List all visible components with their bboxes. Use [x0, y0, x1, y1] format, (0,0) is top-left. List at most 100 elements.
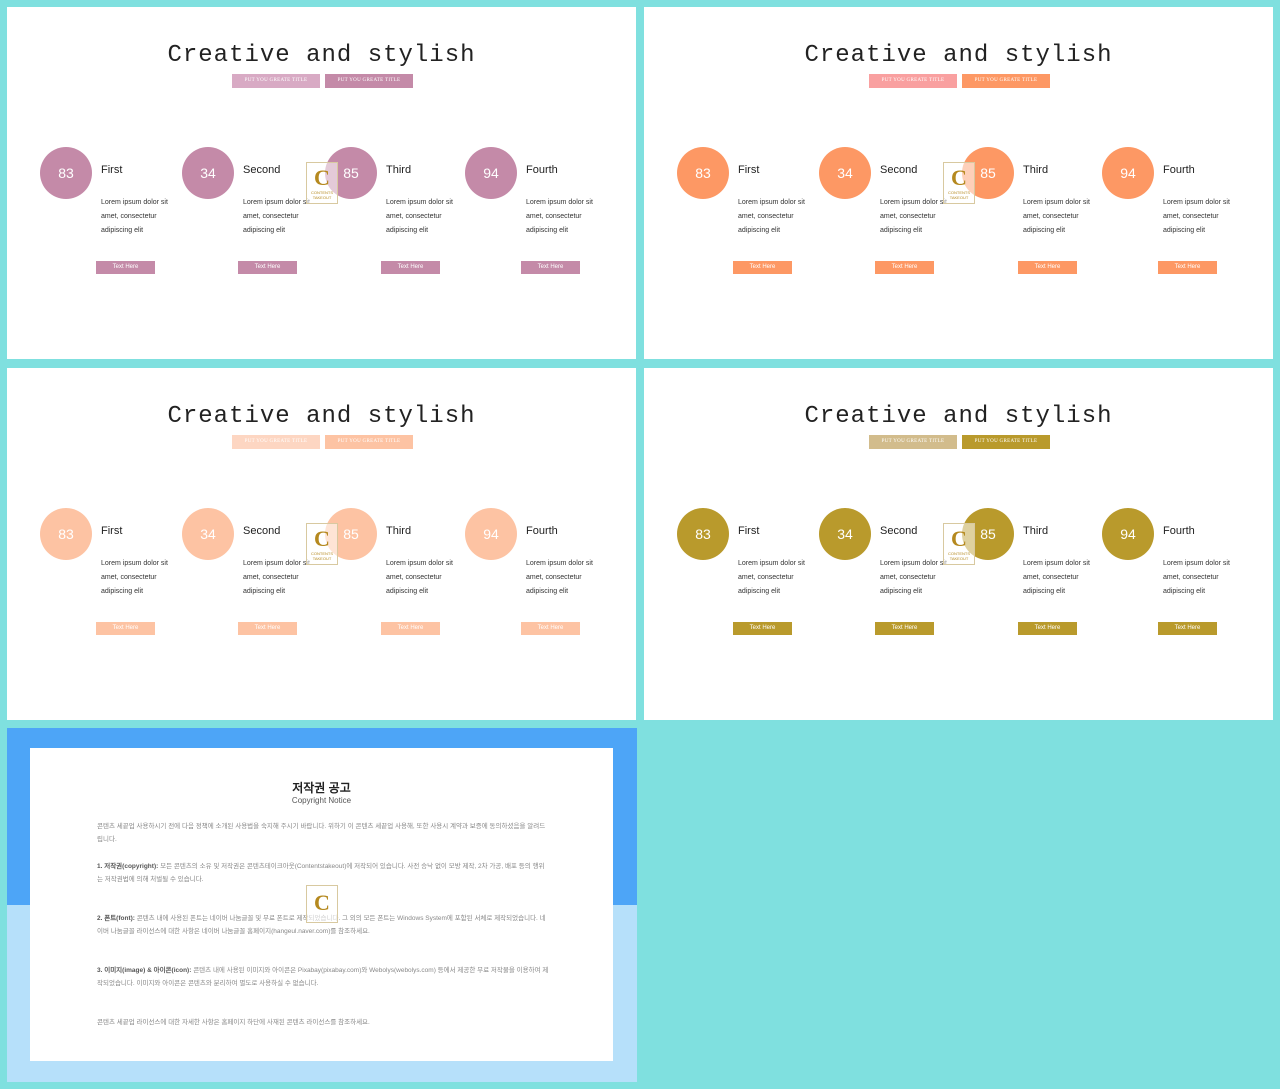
stat-description: Lorem ipsum dolor sit amet, consectetur …	[386, 199, 453, 234]
stat-label: Fourth	[1163, 164, 1195, 176]
notice-paragraph: 콘텐츠 세끝업 라이선스에 대한 자세한 사항은 홈페이지 하단에 사재된 콘텐…	[97, 1016, 549, 1029]
stat-item: 94 Fourth Lorem ipsum dolor sit amet, co…	[1102, 147, 1252, 297]
stat-item: 85 Third Lorem ipsum dolor sit amet, con…	[325, 508, 475, 658]
stat-label: Second	[880, 164, 918, 176]
text-here-button[interactable]: Text Here	[1018, 622, 1077, 635]
logo-watermark: C CONTENTS TAKEOUT	[943, 162, 975, 204]
title-tag: PUT YOU GREATE TITLE	[962, 435, 1050, 449]
slide: Creative and stylish PUT YOU GREATE TITLE…	[7, 7, 636, 359]
logo-watermark: C CONTENTS TAKEOUT	[306, 162, 338, 204]
notice-paragraph: 2. 폰트(font): 콘텐츠 내에 사용된 폰트는 네이버 나눔글꼴 및 무…	[97, 912, 549, 938]
notice-paragraph: 3. 이미지(image) & 아이콘(icon): 콘텐츠 내에 사용된 이미…	[97, 964, 549, 990]
stat-label: First	[738, 164, 760, 176]
stat-label: Second	[243, 525, 281, 537]
notice-paragraph-text: 모든 콘텐츠의 소유 및 저작권은 콘텐츠테이크아웃(Contentstakeo…	[97, 863, 545, 883]
stat-item: 85 Third Lorem ipsum dolor sit amet, con…	[325, 147, 475, 297]
copyright-notice-slide: 저작권 공고 Copyright Notice 콘텐츠 세끝업 사용하시기 전에…	[7, 728, 637, 1082]
stat-description: Lorem ipsum dolor sit amet, consectetur …	[386, 560, 453, 595]
text-here-button[interactable]: Text Here	[96, 261, 155, 274]
stat-label: Second	[880, 525, 918, 537]
stat-item: 94 Fourth Lorem ipsum dolor sit amet, co…	[465, 508, 615, 658]
text-here-button[interactable]: Text Here	[521, 622, 580, 635]
stat-label: Third	[386, 164, 412, 176]
stat-item: 34 Second Lorem ipsum dolor sit amet, co…	[182, 508, 332, 658]
stat-description: Lorem ipsum dolor sit amet, consectetur …	[243, 199, 310, 234]
notice-paragraph-text: 콘텐츠 내에 사용된 폰트는 네이버 나눔글꼴 및 무료 폰트로 제작되었습니다…	[97, 915, 546, 935]
stat-label: Third	[1023, 525, 1049, 537]
stat-description: Lorem ipsum dolor sit amet, consectetur …	[880, 199, 947, 234]
notice-subtitle: Copyright Notice	[291, 796, 352, 805]
text-here-button[interactable]: Text Here	[96, 622, 155, 635]
title-tag: PUT YOU GREATE TITLE	[869, 435, 957, 449]
stat-item: 85 Third Lorem ipsum dolor sit amet, con…	[962, 508, 1112, 658]
stat-description: Lorem ipsum dolor sit amet, consectetur …	[1163, 199, 1230, 234]
stat-description: Lorem ipsum dolor sit amet, consectetur …	[243, 560, 310, 595]
logo-text: CONTENTS TAKEOUT	[948, 551, 970, 561]
stat-description: Lorem ipsum dolor sit amet, consectetur …	[526, 560, 593, 595]
text-here-button[interactable]: Text Here	[1158, 622, 1217, 635]
stat-label: Second	[243, 164, 281, 176]
logo-letter: C	[951, 165, 967, 190]
logo-letter: C	[951, 526, 967, 551]
stat-circle: 83	[40, 147, 92, 199]
logo-watermark: C CONTENTS TAKEOUT	[306, 523, 338, 565]
notice-paragraph-heading: 1. 저작권(copyright):	[97, 863, 159, 870]
stat-circle: 34	[182, 147, 234, 199]
logo-letter: C	[314, 890, 330, 915]
text-here-button[interactable]: Text Here	[521, 261, 580, 274]
stat-label: First	[101, 164, 123, 176]
stat-circle: 83	[677, 508, 729, 560]
slide-title: Creative and stylish	[804, 403, 1113, 430]
stat-description: Lorem ipsum dolor sit amet, consectetur …	[101, 199, 168, 234]
stat-description: Lorem ipsum dolor sit amet, consectetur …	[880, 560, 947, 595]
stat-description: Lorem ipsum dolor sit amet, consectetur …	[1023, 560, 1090, 595]
text-here-button[interactable]: Text Here	[875, 261, 934, 274]
stat-circle: 94	[1102, 147, 1154, 199]
logo-letter: C	[314, 165, 330, 190]
title-tag: PUT YOU GREATE TITLE	[962, 74, 1050, 88]
logo-letter: C	[314, 526, 330, 551]
title-tag: PUT YOU GREATE TITLE	[325, 435, 413, 449]
slide: Creative and stylish PUT YOU GREATE TITLE…	[644, 7, 1273, 359]
slide: Creative and stylish PUT YOU GREATE TITLE…	[644, 368, 1273, 720]
text-here-button[interactable]: Text Here	[1158, 261, 1217, 274]
logo-text: CONTENTS TAKEOUT	[948, 190, 970, 200]
stat-circle: 83	[677, 147, 729, 199]
text-here-button[interactable]: Text Here	[1018, 261, 1077, 274]
stat-label: Third	[386, 525, 412, 537]
text-here-button[interactable]: Text Here	[238, 622, 297, 635]
stat-label: First	[738, 525, 760, 537]
stat-circle: 34	[819, 508, 871, 560]
stat-circle: 94	[465, 147, 517, 199]
logo-watermark: C CONTENTS TAKEOUT	[943, 523, 975, 565]
title-tag: PUT YOU GREATE TITLE	[232, 435, 320, 449]
title-tag: PUT YOU GREATE TITLE	[232, 74, 320, 88]
text-here-button[interactable]: Text Here	[875, 622, 934, 635]
stat-description: Lorem ipsum dolor sit amet, consectetur …	[1023, 199, 1090, 234]
stat-description: Lorem ipsum dolor sit amet, consectetur …	[738, 199, 805, 234]
title-tag: PUT YOU GREATE TITLE	[325, 74, 413, 88]
title-tag: PUT YOU GREATE TITLE	[869, 74, 957, 88]
notice-paragraph: 콘텐츠 세끝업 사용하시기 전에 다음 정책에 소개된 사용법을 숙지해 주시기…	[97, 820, 549, 846]
notice-paragraph-text: 콘텐츠 세끝업 사용하시기 전에 다음 정책에 소개된 사용법을 숙지해 주시기…	[97, 823, 546, 843]
stat-label: Fourth	[526, 525, 558, 537]
stat-circle: 34	[182, 508, 234, 560]
stat-description: Lorem ipsum dolor sit amet, consectetur …	[101, 560, 168, 595]
text-here-button[interactable]: Text Here	[381, 622, 440, 635]
notice-title: 저작권 공고	[292, 781, 351, 795]
stat-item: 83 First Lorem ipsum dolor sit amet, con…	[40, 147, 190, 297]
notice-paragraph-text: 콘텐츠 내에 사용된 이미지와 아이콘은 Pixabay(pixabay.com…	[97, 967, 549, 987]
stat-item: 34 Second Lorem ipsum dolor sit amet, co…	[819, 147, 969, 297]
stat-item: 34 Second Lorem ipsum dolor sit amet, co…	[182, 147, 332, 297]
notice-paragraph-text: 콘텐츠 세끝업 라이선스에 대한 자세한 사항은 홈페이지 하단에 사재된 콘텐…	[97, 1019, 370, 1026]
logo-watermark: C	[306, 885, 338, 923]
stat-item: 94 Fourth Lorem ipsum dolor sit amet, co…	[1102, 508, 1252, 658]
stat-item: 83 First Lorem ipsum dolor sit amet, con…	[677, 147, 827, 297]
text-here-button[interactable]: Text Here	[733, 622, 792, 635]
text-here-button[interactable]: Text Here	[381, 261, 440, 274]
notice-card: 저작권 공고 Copyright Notice 콘텐츠 세끝업 사용하시기 전에…	[30, 748, 613, 1061]
text-here-button[interactable]: Text Here	[238, 261, 297, 274]
stat-description: Lorem ipsum dolor sit amet, consectetur …	[1163, 560, 1230, 595]
stat-label: First	[101, 525, 123, 537]
text-here-button[interactable]: Text Here	[733, 261, 792, 274]
